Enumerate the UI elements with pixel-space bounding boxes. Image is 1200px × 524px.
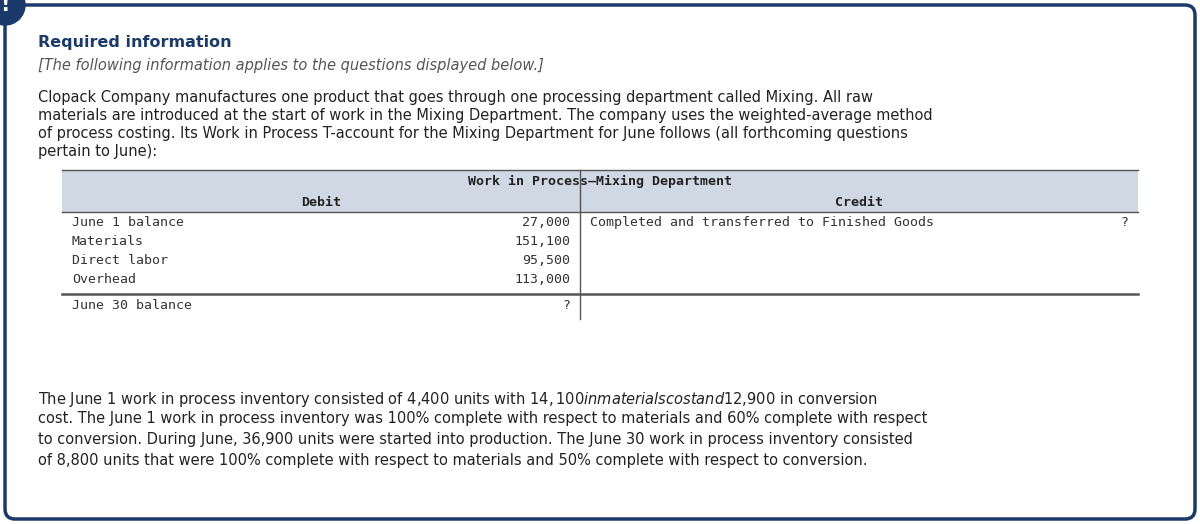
Text: Completed and transferred to Finished Goods: Completed and transferred to Finished Go… bbox=[590, 216, 934, 229]
FancyBboxPatch shape bbox=[62, 170, 1138, 212]
Text: Work in Process–Mixing Department: Work in Process–Mixing Department bbox=[468, 175, 732, 188]
Text: [The following information applies to the questions displayed below.]: [The following information applies to th… bbox=[38, 58, 544, 73]
Text: Credit: Credit bbox=[835, 196, 883, 209]
Text: Direct labor: Direct labor bbox=[72, 254, 168, 267]
Text: June 1 balance: June 1 balance bbox=[72, 216, 184, 229]
Text: Required information: Required information bbox=[38, 35, 232, 50]
Text: to conversion. During June, 36,900 units were started into production. The June : to conversion. During June, 36,900 units… bbox=[38, 432, 913, 447]
Text: Overhead: Overhead bbox=[72, 273, 136, 286]
Text: cost. The June 1 work in process inventory was 100% complete with respect to mat: cost. The June 1 work in process invento… bbox=[38, 411, 928, 426]
Text: 27,000: 27,000 bbox=[522, 216, 570, 229]
Text: ?: ? bbox=[562, 299, 570, 312]
Text: pertain to June):: pertain to June): bbox=[38, 144, 157, 159]
FancyBboxPatch shape bbox=[5, 5, 1195, 519]
Text: Clopack Company manufactures one product that goes through one processing depart: Clopack Company manufactures one product… bbox=[38, 90, 874, 105]
Text: 151,100: 151,100 bbox=[514, 235, 570, 248]
Text: of 8,800 units that were 100% complete with respect to materials and 50% complet: of 8,800 units that were 100% complete w… bbox=[38, 453, 868, 468]
Text: June 30 balance: June 30 balance bbox=[72, 299, 192, 312]
Text: The June 1 work in process inventory consisted of 4,400 units with $14,100 in ma: The June 1 work in process inventory con… bbox=[38, 390, 878, 409]
Text: ?: ? bbox=[1120, 216, 1128, 229]
Text: Debit: Debit bbox=[301, 196, 341, 209]
Circle shape bbox=[0, 0, 25, 25]
Text: materials are introduced at the start of work in the Mixing Department. The comp: materials are introduced at the start of… bbox=[38, 108, 932, 123]
Text: of process costing. Its Work in Process T-account for the Mixing Department for : of process costing. Its Work in Process … bbox=[38, 126, 908, 141]
Text: 113,000: 113,000 bbox=[514, 273, 570, 286]
Text: 95,500: 95,500 bbox=[522, 254, 570, 267]
Text: Materials: Materials bbox=[72, 235, 144, 248]
Text: !: ! bbox=[0, 0, 10, 15]
